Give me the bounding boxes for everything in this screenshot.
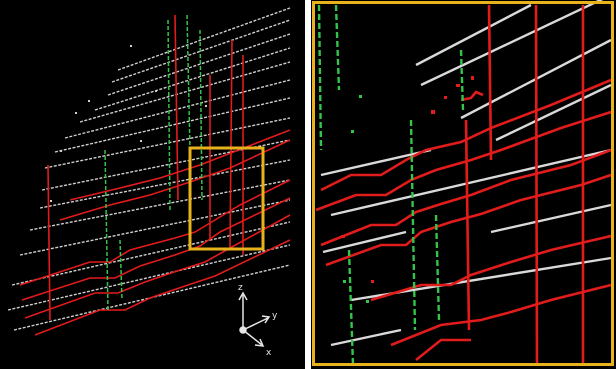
point-cloud-zoom-svg [311,0,616,369]
zoom-red-speckles [341,76,474,283]
axis-label-z: z [238,283,243,293]
axis-label-x: x [266,348,272,358]
axis-label-y: y [272,311,278,321]
zoom-highlight-box [188,146,265,251]
axis-triad [238,291,271,347]
point-cloud-zoom [311,0,616,369]
overview-green-lines [104,14,203,311]
overview-white-lines [7,7,291,331]
point-cloud-overview-svg: z y x [0,0,305,369]
overview-background [0,0,305,369]
zoom-green-speckles [343,95,369,303]
point-cloud-overview: z y x [0,0,305,369]
zoom-red-lines [315,4,612,366]
zoom-green-lines [317,4,465,366]
overview-speckles [50,45,207,202]
